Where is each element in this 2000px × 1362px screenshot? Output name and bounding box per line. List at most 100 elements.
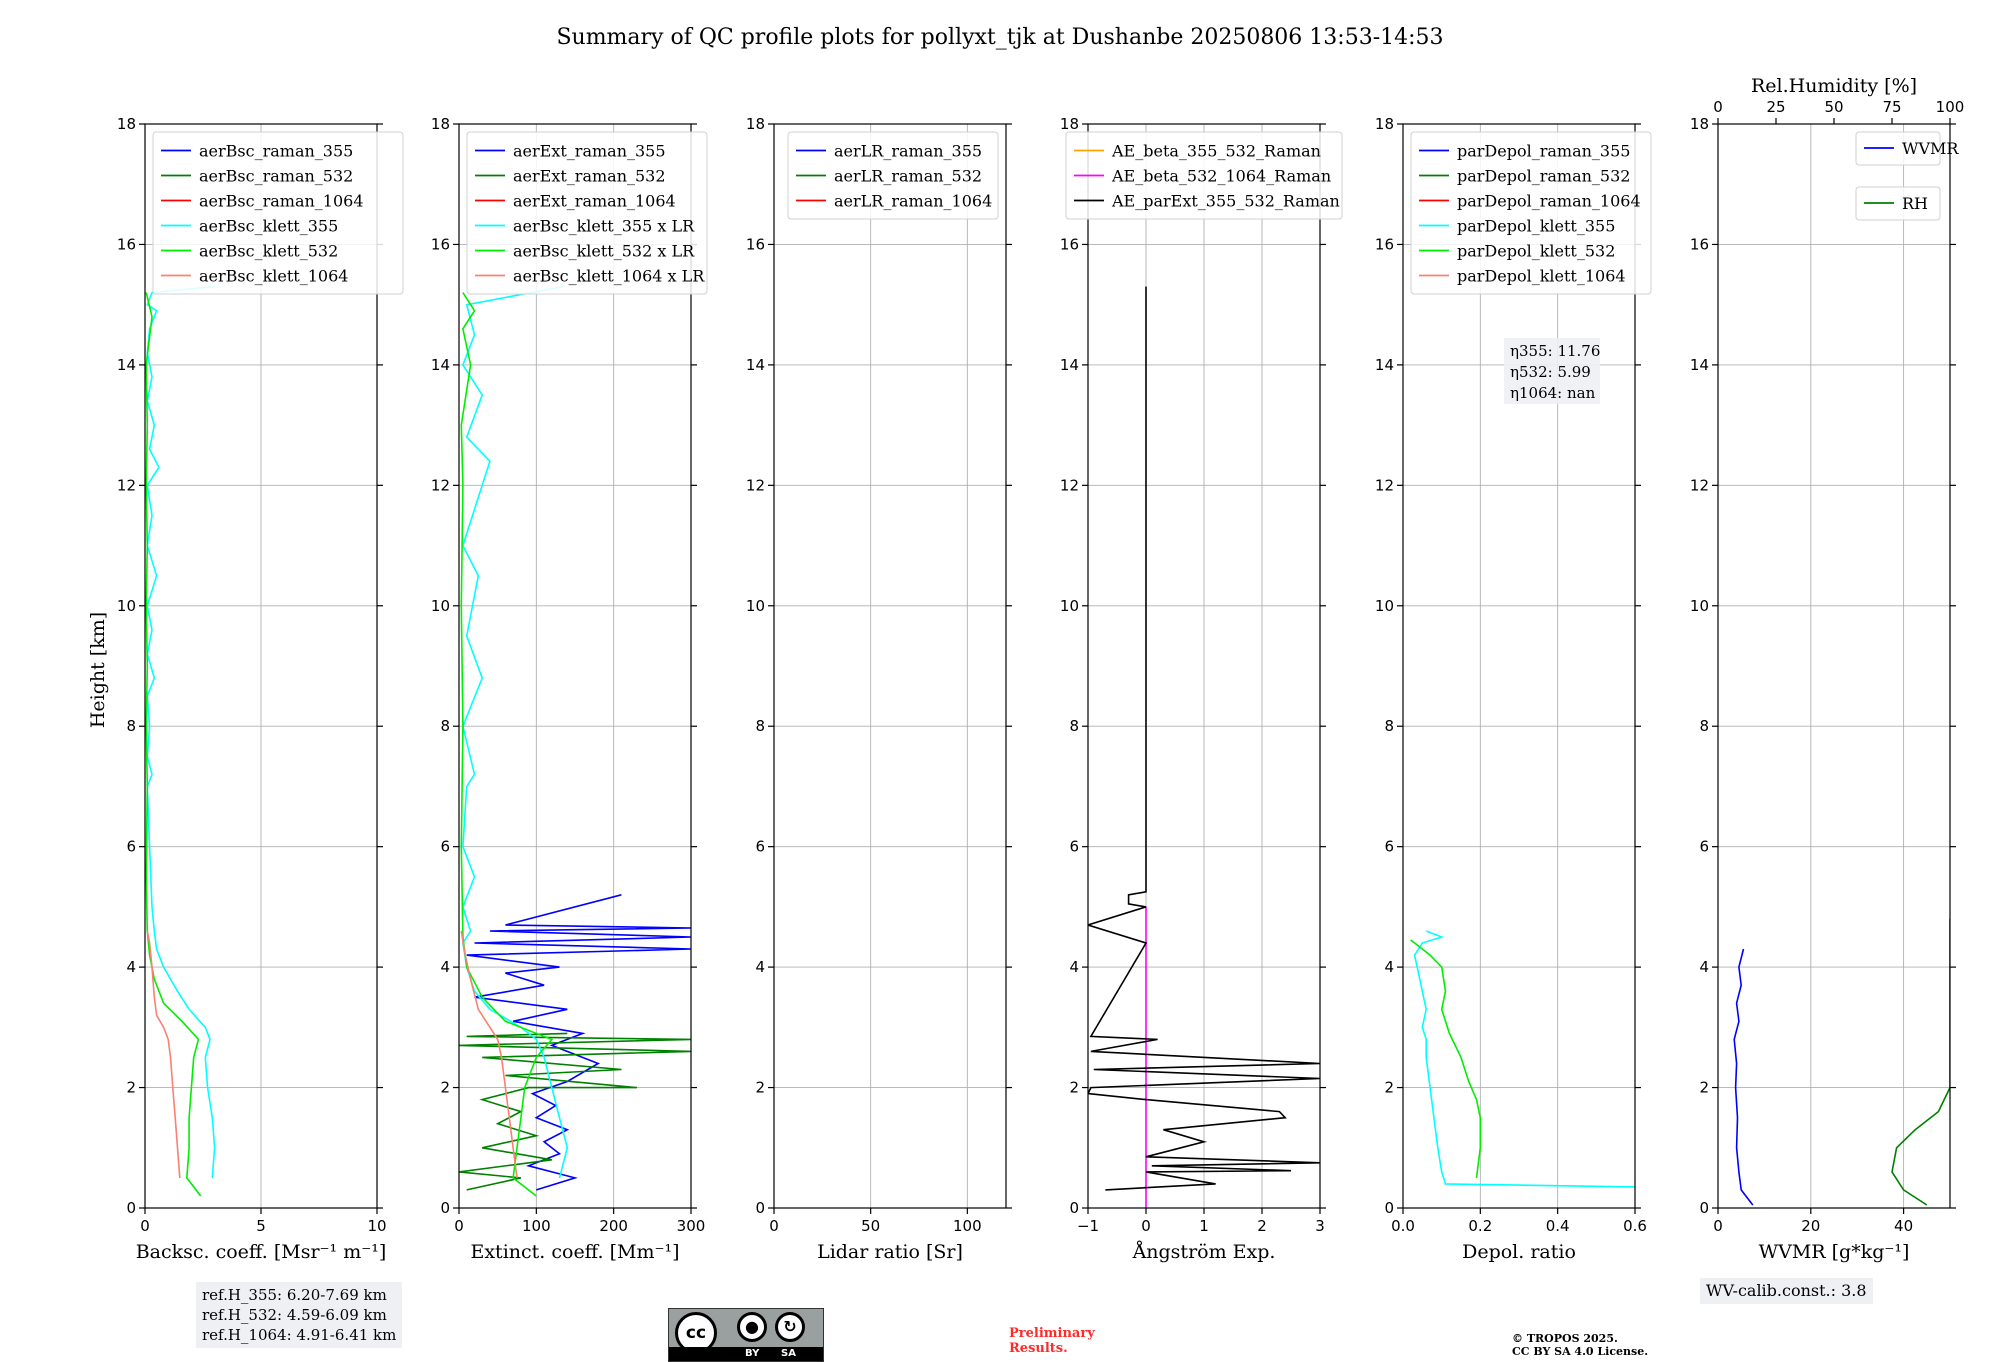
series-line-wvmr	[1733, 948, 1754, 1206]
legend-entry-label: aerExt_raman_355	[513, 142, 666, 161]
series-group	[1088, 286, 1320, 1208]
ref-height-355: ref.H_355: 6.20-7.69 km	[202, 1286, 387, 1304]
y-tick-label: 0	[1069, 1199, 1079, 1217]
legend-entry-label: aerBsc_klett_532	[199, 242, 338, 261]
series-line-aerbsc-klett-355	[146, 285, 216, 1178]
panel-wv: 0 20 40 0 2 4 6 8 10 12 14 16 18 WVMR [g*kg⁻¹] 0 25 50 75…	[1690, 75, 1964, 1263]
y-tick-label: 4	[440, 958, 450, 976]
legend-entry-label: aerBsc_klett_355 x LR	[513, 217, 695, 236]
legend-entry-label: AE_parExt_355_532_Raman	[1111, 192, 1340, 211]
series-group	[1410, 930, 1635, 1188]
panel-bsc: 0 5 10 0 2 4 6 8 10 12 14 16 18 Backsc. coeff. [Msr⁻¹…	[117, 115, 404, 1263]
series-line-aerbsc-klett-355-x-lr	[462, 285, 569, 1179]
legend-box	[787, 131, 999, 220]
eta-label: η1064	[1510, 384, 1557, 402]
axes-frame	[1717, 123, 1951, 1209]
x-tick-label: 0	[1141, 1217, 1151, 1235]
y-tick-label: 4	[755, 958, 765, 976]
x-tick-label: −1	[1077, 1217, 1099, 1235]
panel-depol: 0.0 0.2 0.4 0.6 0 2 4 6 8 10 12 14 16 18 Depol. ratio p…	[1375, 115, 1652, 1263]
x-tick-label: 0	[1713, 1217, 1723, 1235]
series-line-pardepol-klett-355	[1413, 930, 1635, 1188]
y-tick-label: 0	[755, 1199, 765, 1217]
x-axis-label: Extinct. coeff. [Mm⁻¹]	[470, 1241, 679, 1263]
x-tick-label: 0	[140, 1217, 150, 1235]
x-tick-label: 20	[1801, 1217, 1820, 1235]
ref-height-1064: ref.H_1064: 4.91-6.41 km	[202, 1326, 397, 1344]
legend-entry-label: RH	[1902, 194, 1928, 213]
y-tick-label: 0	[440, 1199, 450, 1217]
y-tick-label: 4	[1384, 958, 1394, 976]
y-tick-label: 18	[1690, 115, 1709, 133]
y-tick-label: 2	[1069, 1079, 1079, 1097]
y-tick-label: 6	[1069, 838, 1079, 856]
legend-entry-label: aerBsc_klett_1064 x LR	[513, 267, 705, 286]
legend-box	[1065, 131, 1343, 220]
series-line-ae-parext-355-532-raman	[1088, 286, 1320, 1191]
top-x-tick-label: 0	[1713, 98, 1723, 116]
legend-entry-label: aerBsc_raman_1064	[199, 192, 364, 211]
cc-license-logo: cc ● ↻ BY SA	[668, 1308, 824, 1362]
cc-badge-bar	[669, 1347, 823, 1361]
y-tick-label: 10	[1375, 597, 1394, 615]
y-tick-label: 6	[755, 838, 765, 856]
y-tick-label: 18	[1375, 115, 1394, 133]
y-tick-label: 12	[1060, 476, 1079, 494]
y-tick-label: 4	[1699, 958, 1709, 976]
y-tick-label: 6	[126, 838, 136, 856]
series-line-aerbsc-klett-532-x-lr	[460, 292, 554, 1197]
x-tick-label: 10	[367, 1217, 386, 1235]
cc-by-label: BY	[745, 1348, 760, 1359]
y-tick-label: 8	[440, 717, 450, 735]
y-tick-label: 14	[117, 356, 136, 374]
y-tick-label: 0	[1384, 1199, 1394, 1217]
x-tick-label: 40	[1894, 1217, 1913, 1235]
y-tick-label: 16	[746, 235, 765, 253]
series-group	[459, 285, 691, 1197]
x-axis-label: WVMR [g*kg⁻¹]	[1759, 1241, 1910, 1263]
y-tick-label: 0	[1699, 1199, 1709, 1217]
y-tick-label: 10	[117, 597, 136, 615]
sa-share-alike-icon: ↻	[775, 1312, 805, 1342]
preliminary-line-1: Preliminary	[1009, 1326, 1095, 1341]
y-tick-label: 12	[1375, 476, 1394, 494]
series-line-aerext-raman-532	[459, 1032, 691, 1191]
y-tick-label: 10	[431, 597, 450, 615]
legend: parDepol_raman_355 parDepol_raman_532 parD…	[1410, 131, 1652, 295]
y-tick-label: 12	[117, 476, 136, 494]
by-person-icon: ●	[737, 1312, 767, 1342]
series-line-aerext-raman-355	[466, 894, 691, 1191]
y-tick-label: 2	[126, 1079, 136, 1097]
eta-separator: :	[1548, 342, 1558, 360]
eta-separator: :	[1548, 363, 1558, 381]
y-tick-label: 6	[440, 838, 450, 856]
x-tick-label: 0.6	[1623, 1217, 1647, 1235]
legend-entry-label: parDepol_raman_532	[1457, 167, 1630, 186]
y-tick-label: 4	[126, 958, 136, 976]
series-line-rh	[1891, 918, 1950, 1206]
legend-box	[1855, 186, 1941, 221]
y-tick-label: 16	[1375, 235, 1394, 253]
legend-box	[152, 131, 404, 295]
axes-frame	[458, 123, 692, 1209]
ref-height-532: ref.H_532: 4.59-6.09 km	[202, 1306, 387, 1324]
y-tick-label: 2	[1699, 1079, 1709, 1097]
y-tick-label: 18	[746, 115, 765, 133]
legend-entry-label: parDepol_klett_1064	[1457, 267, 1626, 286]
series-line-pardepol-klett-532	[1410, 939, 1482, 1179]
y-tick-label: 18	[117, 115, 136, 133]
y-tick-label: 8	[755, 717, 765, 735]
legend-box	[466, 131, 708, 295]
x-tick-label: 2	[1257, 1217, 1267, 1235]
panel-ext: 0 100 200 300 0 2 4 6 8 10 12 14 16 18 Extinct. coeff.…	[431, 115, 708, 1263]
legend-entry-label: parDepol_raman_1064	[1457, 192, 1641, 211]
x-tick-label: 100	[522, 1217, 551, 1235]
ref-height-box: ref.H_355: 6.20-7.69 km ref.H_532: 4.59-…	[196, 1282, 403, 1348]
legend-entry-label: aerBsc_raman_532	[199, 167, 353, 186]
x-tick-label: 1	[1199, 1217, 1209, 1235]
legend-entry-label: parDepol_raman_355	[1457, 142, 1630, 161]
x-tick-label: 0	[454, 1217, 464, 1235]
wv-calib-constant: WV-calib.const.: 3.8	[1706, 1281, 1867, 1300]
x-axis-label: Ångström Exp.	[1132, 1241, 1276, 1263]
